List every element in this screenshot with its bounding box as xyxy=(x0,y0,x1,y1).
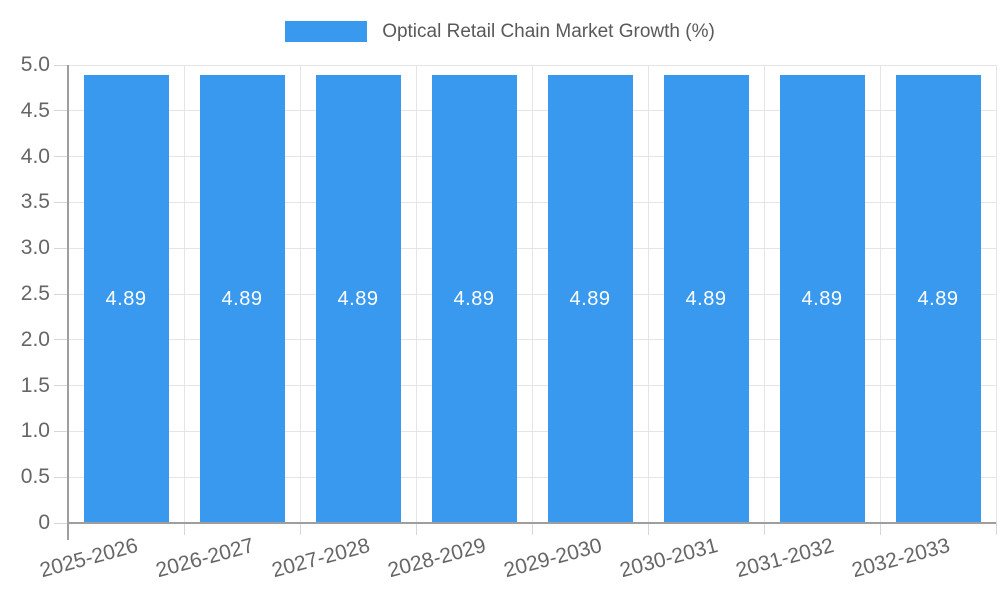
x-gridline xyxy=(531,65,533,523)
y-axis-tick-label: 0.5 xyxy=(20,465,50,489)
y-tick-mark xyxy=(54,385,68,387)
y-axis-tick-label: 1.5 xyxy=(20,373,50,397)
y-axis-tick-label: 2.0 xyxy=(20,327,50,351)
legend-label: Optical Retail Chain Market Growth (%) xyxy=(382,21,715,42)
y-axis-tick-label: 2.5 xyxy=(20,282,50,305)
y-axis-tick-label: 5.0 xyxy=(20,53,50,76)
x-tick-mark xyxy=(647,523,649,535)
bar-value-label: 4.89 xyxy=(917,287,959,310)
x-axis-line xyxy=(68,522,996,524)
y-axis-tick-label: 0 xyxy=(38,511,50,534)
x-tick-mark xyxy=(879,523,881,535)
bar-value-label: 4.89 xyxy=(569,287,611,310)
y-tick-mark xyxy=(54,293,68,295)
x-axis-category-label: 2030-2031 xyxy=(616,534,720,583)
y-axis-line xyxy=(67,65,69,540)
y-tick-mark xyxy=(54,64,68,66)
y-tick-mark xyxy=(54,339,68,341)
legend-swatch-icon xyxy=(285,21,368,42)
x-tick-mark xyxy=(415,523,417,535)
x-axis-category-label: 2025-2026 xyxy=(36,534,140,583)
y-tick-mark xyxy=(54,476,68,478)
x-gridline xyxy=(183,65,185,523)
y-axis-tick-label: 1.0 xyxy=(20,419,50,443)
x-gridline xyxy=(415,65,417,523)
bar[interactable]: 4.89 xyxy=(547,75,633,523)
y-tick-mark xyxy=(54,201,68,203)
x-tick-mark xyxy=(183,523,185,535)
x-axis-category-label: 2029-2030 xyxy=(500,534,604,583)
x-tick-mark xyxy=(299,523,301,535)
x-axis-category-label: 2028-2029 xyxy=(384,534,488,583)
y-tick-mark xyxy=(54,110,68,112)
y-axis-tick-label: 4.0 xyxy=(20,144,50,168)
bar[interactable]: 4.89 xyxy=(431,75,517,523)
bar[interactable]: 4.89 xyxy=(83,75,169,523)
bar-value-label: 4.89 xyxy=(337,287,379,310)
x-axis-category-label: 2027-2028 xyxy=(268,534,372,583)
y-tick-mark xyxy=(54,156,68,158)
x-tick-mark xyxy=(763,523,765,535)
x-gridline xyxy=(299,65,301,523)
y-axis-tick-label: 3.0 xyxy=(20,236,50,260)
y-axis-tick-label: 4.5 xyxy=(20,98,50,122)
bar[interactable]: 4.89 xyxy=(199,75,285,523)
x-gridline xyxy=(995,65,997,523)
bar-value-label: 4.89 xyxy=(453,287,495,310)
bar[interactable]: 4.89 xyxy=(779,75,865,523)
bar-value-label: 4.89 xyxy=(801,287,843,310)
y-tick-mark xyxy=(54,430,68,432)
bar[interactable]: 4.89 xyxy=(663,75,749,523)
x-gridline xyxy=(763,65,765,523)
x-gridline xyxy=(879,65,881,523)
x-gridline xyxy=(647,65,649,523)
y-tick-mark xyxy=(54,522,68,524)
x-tick-mark xyxy=(531,523,533,535)
bar-value-label: 4.89 xyxy=(685,287,727,310)
x-tick-mark xyxy=(995,523,997,535)
bar[interactable]: 4.89 xyxy=(315,75,401,523)
legend[interactable]: Optical Retail Chain Market Growth (%) xyxy=(0,20,1000,43)
bar-value-label: 4.89 xyxy=(105,287,147,310)
x-axis-category-label: 2026-2027 xyxy=(152,534,256,583)
y-tick-mark xyxy=(54,247,68,249)
bar-value-label: 4.89 xyxy=(221,287,263,310)
x-axis-category-label: 2031-2032 xyxy=(732,534,836,583)
bar[interactable]: 4.89 xyxy=(895,75,981,523)
y-axis-tick-label: 3.5 xyxy=(20,190,50,214)
x-axis-category-label: 2032-2033 xyxy=(848,534,952,583)
